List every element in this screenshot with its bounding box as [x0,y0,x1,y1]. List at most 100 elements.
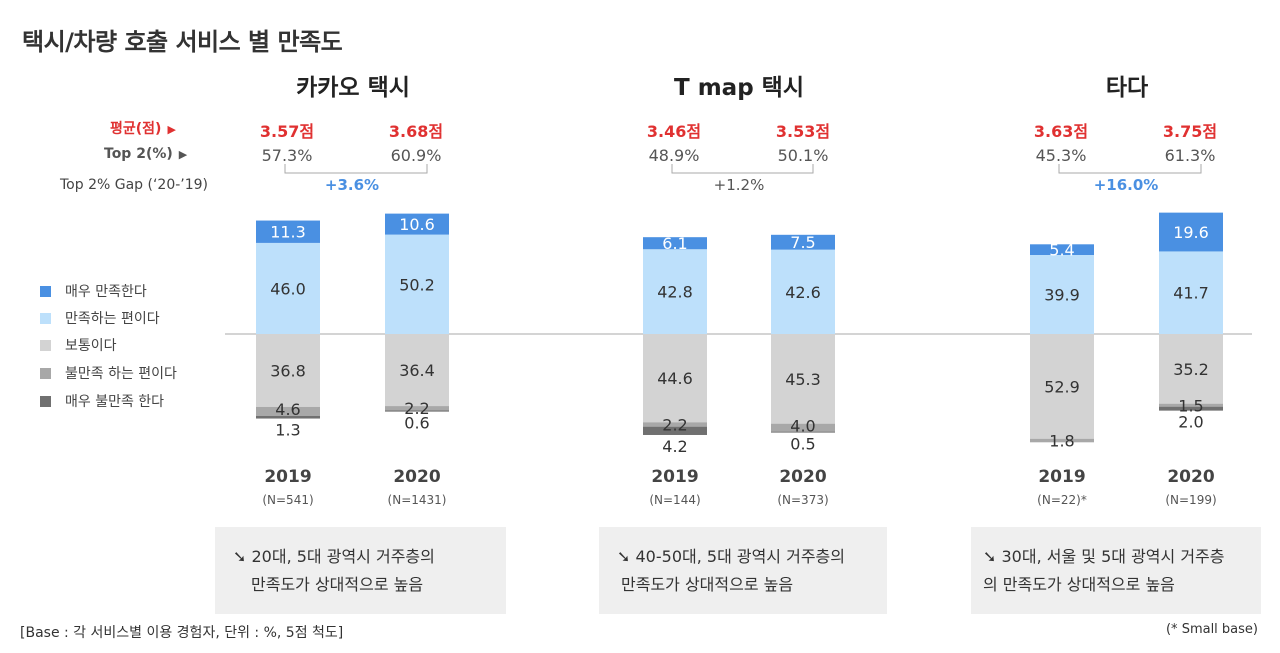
arrow-down-right-icon: ➘ [617,547,631,566]
note-line: ➘ 20대, 5대 광역시 거주층의 [233,547,435,566]
small-base-footnote: (* Small base) [1165,622,1258,637]
data-label: 10.6 [399,215,435,234]
bar-segment-very-satisfied [1159,212,1223,252]
data-label: 39.9 [1044,285,1080,304]
bar-segment-dissatisfied [1159,403,1223,407]
sample-size: (N=541) [262,493,314,507]
data-label: 36.4 [399,361,435,380]
legend-item-satisfied: 만족하는 편이다 [40,308,160,328]
data-label: 19.6 [1173,223,1209,242]
arrow-down-right-icon: ➘ [983,547,997,566]
sample-size: (N=22)* [1037,493,1087,507]
data-label: 36.8 [270,361,306,380]
data-label: 45.3 [785,370,821,389]
gap-bracket [671,164,814,174]
avg-score: 3.75점 [1162,122,1218,141]
top2-value: 61.3% [1164,146,1216,165]
sample-size: (N=199) [1165,493,1217,507]
data-label: 6.1 [662,234,687,253]
bar-segment-very-dissatisfied [385,410,449,412]
year-label: 2019 [264,467,312,487]
insight-note: ➘ 20대, 5대 광역시 거주층의 만족도가 상대적으로 높음 [215,527,506,614]
gap-value: +1.2% [713,176,765,194]
bar-segment-neutral [1159,334,1223,404]
note-line: ➘ 30대, 서울 및 5대 광역시 거주층 [983,547,1225,566]
legend-item-very-dissatisfied: 매우 불만족 한다 [40,391,164,411]
bar-segment-dissatisfied [643,422,707,427]
avg-score: 3.68점 [388,122,444,141]
avg-score: 3.53점 [775,122,831,141]
triangle-right-icon: ▶ [178,148,188,161]
bar-segment-satisfied [385,234,449,334]
data-label: 2.2 [662,415,687,434]
data-label: 42.8 [657,283,693,302]
data-label: 35.2 [1173,360,1209,379]
gap-bracket [284,164,428,174]
avg-score: 3.57점 [259,122,315,141]
bar-segment-very-satisfied [771,234,835,250]
legend-swatch [40,367,51,379]
bar-segment-very-satisfied [643,237,707,250]
gap-row-label: Top 2% Gap (‘20-’19) [60,177,209,193]
note-line: 만족도가 상대적으로 높음 [621,575,794,594]
bar-segment-very-dissatisfied [256,415,320,419]
gap-value: +3.6% [324,176,380,194]
data-label: 50.2 [399,275,435,294]
insight-note: ➘ 40-50대, 5대 광역시 거주층의 만족도가 상대적으로 높음 [599,527,887,614]
data-label: 5.4 [1049,241,1074,260]
bar-segment-very-dissatisfied [1159,406,1223,411]
service-title-kakao: 카카오 택시 [296,75,410,101]
top2-value: 50.1% [777,146,829,165]
legend-swatch [40,285,51,297]
data-label: 0.5 [790,435,815,454]
legend-swatch [40,395,51,407]
bar-segment-dissatisfied [771,423,835,432]
year-label: 2019 [1038,467,1086,487]
data-label: 4.0 [790,417,815,436]
bar-segment-very-satisfied [256,220,320,243]
bar-segment-neutral [643,334,707,423]
legend-swatch [40,339,51,351]
sample-size: (N=1431) [387,493,447,507]
avg-score: 3.46점 [646,122,702,141]
bar-segment-very-satisfied [385,213,449,235]
year-label: 2020 [393,467,441,487]
data-label: 11.3 [270,223,306,242]
avg-score: 3.63점 [1033,122,1089,141]
bar-segment-dissatisfied [1030,438,1094,443]
data-label: 4.2 [662,437,687,456]
base-footnote: [Base : 각 서비스별 이용 경험자, 단위 : %, 5점 척도] [20,625,344,641]
bar-segment-very-dissatisfied [643,426,707,435]
data-label: 2.2 [404,399,429,418]
year-label: 2019 [651,467,699,487]
data-label: 7.5 [790,233,815,252]
note-line: ➘ 40-50대, 5대 광역시 거주층의 [617,547,845,566]
bar-segment-neutral [256,334,320,407]
note-line: 의 만족도가 상대적으로 높음 [983,575,1175,594]
top2-value: 60.9% [390,146,442,165]
average-row-label: 평균(점) ▶ [110,121,176,137]
triangle-right-icon: ▶ [167,123,176,136]
bar-segment-satisfied [1159,251,1223,334]
bar-segment-neutral [771,334,835,424]
data-label: 52.9 [1044,377,1080,396]
year-label: 2020 [1167,467,1215,487]
data-label: 2.0 [1178,413,1203,432]
data-label: 1.3 [275,421,300,440]
legend-swatch [40,312,51,324]
page-title: 택시/차량 호출 서비스 별 만족도 [22,28,343,56]
note-line: 만족도가 상대적으로 높음 [251,575,424,594]
gap-bracket [1058,164,1202,174]
bar-segment-dissatisfied [385,406,449,411]
bar-segment-very-dissatisfied [771,431,835,433]
sample-size: (N=144) [649,493,701,507]
top2-row-label: Top 2(%) ▶ [104,146,188,162]
bar-segment-very-satisfied [1030,244,1094,255]
bar-segment-satisfied [643,249,707,334]
top2-value: 45.3% [1035,146,1087,165]
data-label: 1.8 [1049,432,1074,451]
data-label: 46.0 [270,279,306,298]
year-label: 2020 [779,467,827,487]
data-label: 1.5 [1178,397,1203,416]
